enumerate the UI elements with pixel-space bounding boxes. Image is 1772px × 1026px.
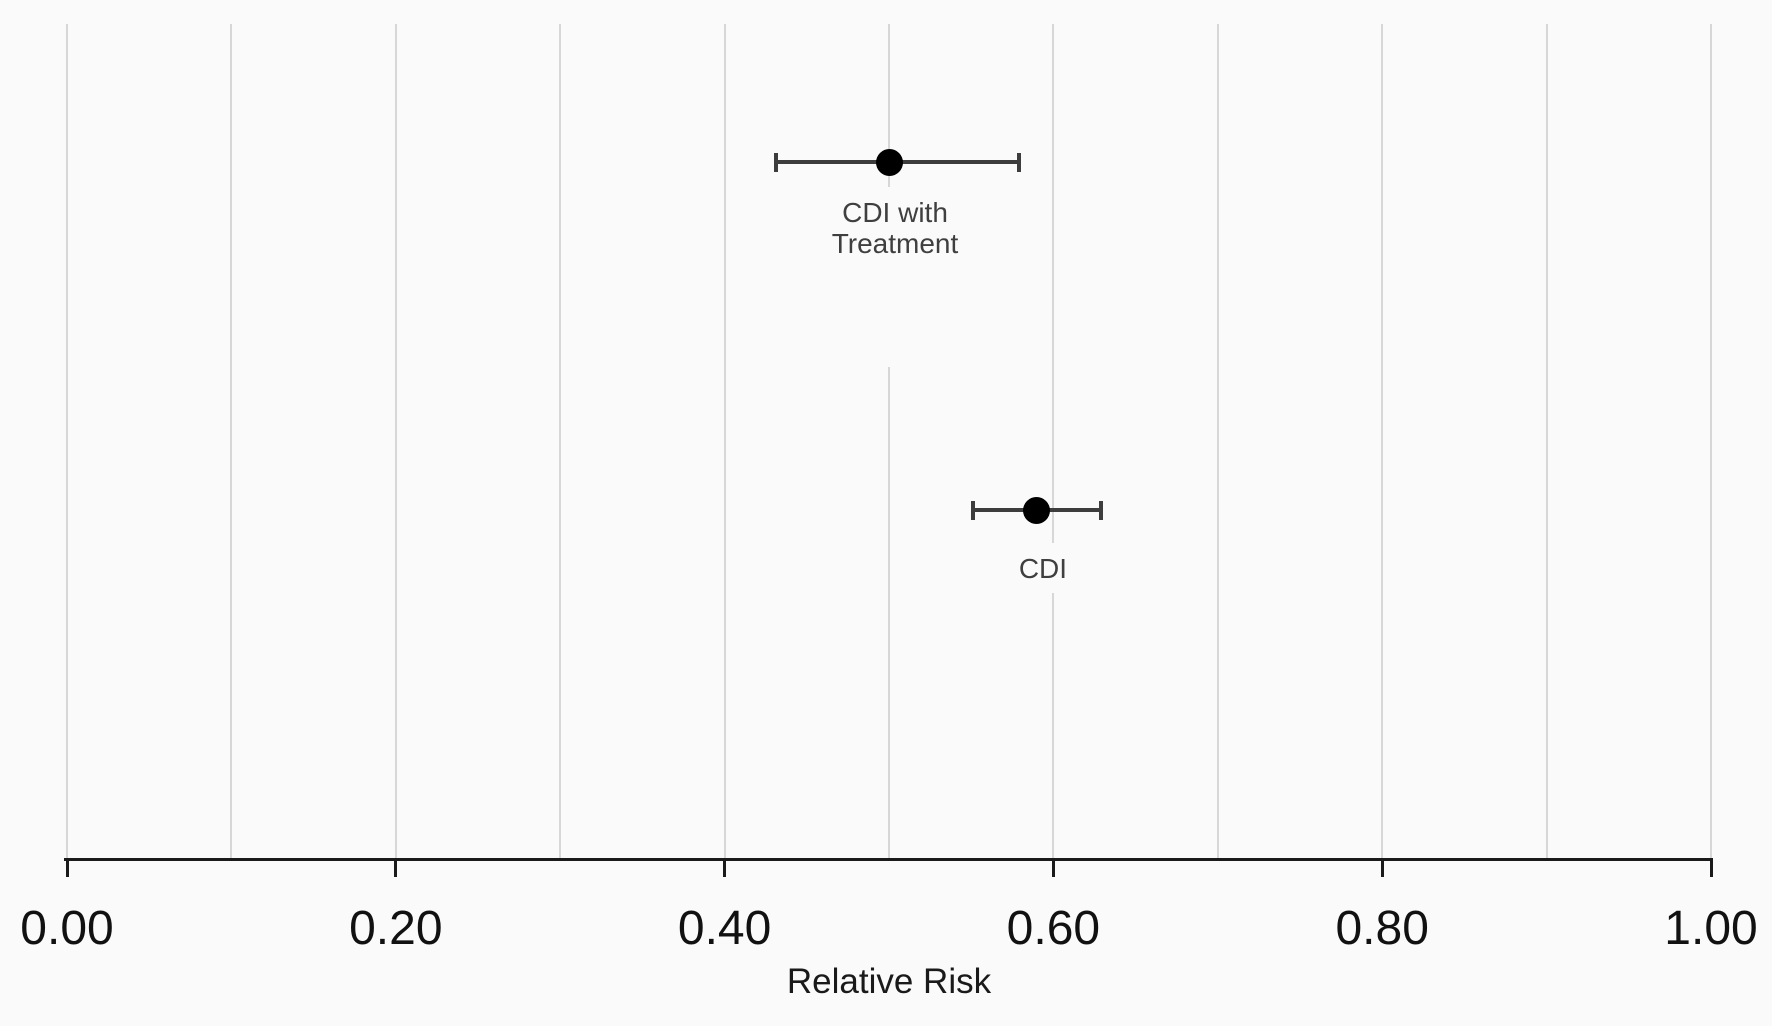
error-bar-left-cap xyxy=(773,152,778,172)
gridline xyxy=(888,24,890,859)
data-label: CDI xyxy=(1018,552,1068,584)
gridline xyxy=(66,24,68,859)
gridline xyxy=(1381,24,1384,859)
x-axis-tick xyxy=(65,858,69,877)
error-bar-right-cap xyxy=(1016,152,1021,172)
x-axis-tick-label: 0.40 xyxy=(677,902,772,955)
gridline xyxy=(394,24,397,859)
x-axis-tick xyxy=(723,858,727,877)
x-axis-tick-label: 1.00 xyxy=(1664,902,1758,955)
data-label-box: CDI xyxy=(982,543,1103,593)
gridline xyxy=(723,24,726,859)
x-axis-tick-label: 0.60 xyxy=(1006,902,1101,955)
gridline xyxy=(1052,24,1055,859)
x-axis-tick xyxy=(1709,858,1713,877)
x-axis-tick-label: 0.20 xyxy=(349,902,443,955)
data-label-box: CDI with Treatment xyxy=(807,187,983,367)
x-axis-tick xyxy=(1051,858,1055,877)
error-bar-right-cap xyxy=(1098,500,1103,520)
gridline xyxy=(559,24,562,859)
gridline xyxy=(1710,24,1712,859)
x-axis-tick-label: 0.00 xyxy=(20,902,114,955)
gridline xyxy=(1545,24,1548,859)
x-axis-tick xyxy=(1380,858,1384,877)
x-axis-tick xyxy=(394,858,398,877)
x-axis-line xyxy=(64,858,1712,861)
error-bar-left-cap xyxy=(971,500,976,520)
gridline xyxy=(230,24,233,859)
data-label: CDI with Treatment xyxy=(831,197,959,259)
x-axis-title: Relative Risk xyxy=(786,962,992,1001)
gridline xyxy=(1216,24,1219,859)
data-point-marker xyxy=(1023,496,1051,524)
data-point-marker xyxy=(875,148,903,176)
x-axis-tick-label: 0.80 xyxy=(1335,902,1429,955)
